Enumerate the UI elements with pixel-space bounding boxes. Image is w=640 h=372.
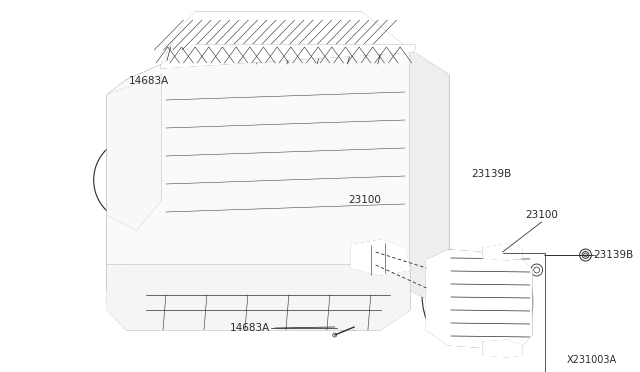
Circle shape: [338, 324, 345, 330]
Polygon shape: [426, 250, 532, 350]
Circle shape: [376, 67, 385, 77]
Polygon shape: [108, 265, 410, 330]
Circle shape: [289, 42, 297, 51]
Circle shape: [338, 324, 344, 330]
Circle shape: [351, 324, 358, 330]
Circle shape: [244, 67, 253, 77]
Circle shape: [498, 344, 508, 354]
Text: 23139B: 23139B: [593, 250, 634, 260]
Polygon shape: [161, 12, 410, 95]
Circle shape: [403, 186, 412, 195]
Text: 23100: 23100: [525, 210, 558, 220]
Polygon shape: [483, 340, 522, 357]
Circle shape: [403, 115, 412, 125]
Text: 14683A: 14683A: [129, 76, 168, 86]
Text: X231003A: X231003A: [566, 355, 617, 365]
Polygon shape: [108, 50, 410, 310]
Polygon shape: [127, 50, 410, 265]
Polygon shape: [161, 45, 415, 68]
Ellipse shape: [422, 250, 476, 340]
Polygon shape: [108, 75, 161, 230]
Circle shape: [531, 264, 543, 276]
Circle shape: [122, 145, 131, 154]
Circle shape: [157, 67, 165, 77]
Circle shape: [584, 253, 588, 257]
Polygon shape: [410, 50, 449, 310]
Circle shape: [220, 44, 229, 52]
Circle shape: [122, 215, 131, 224]
Circle shape: [356, 42, 365, 51]
Polygon shape: [351, 240, 410, 275]
Circle shape: [498, 248, 508, 258]
Text: 23139B: 23139B: [472, 169, 512, 179]
Circle shape: [403, 256, 412, 264]
Circle shape: [288, 67, 298, 77]
Circle shape: [332, 67, 342, 77]
Polygon shape: [483, 244, 522, 260]
Circle shape: [200, 67, 210, 77]
Circle shape: [401, 48, 410, 57]
Circle shape: [580, 249, 591, 261]
Text: 23100: 23100: [349, 195, 381, 205]
Ellipse shape: [515, 272, 533, 332]
Text: 14683A: 14683A: [230, 323, 270, 333]
